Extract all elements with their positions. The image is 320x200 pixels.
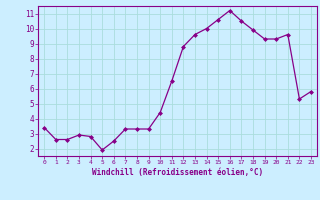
X-axis label: Windchill (Refroidissement éolien,°C): Windchill (Refroidissement éolien,°C) xyxy=(92,168,263,177)
